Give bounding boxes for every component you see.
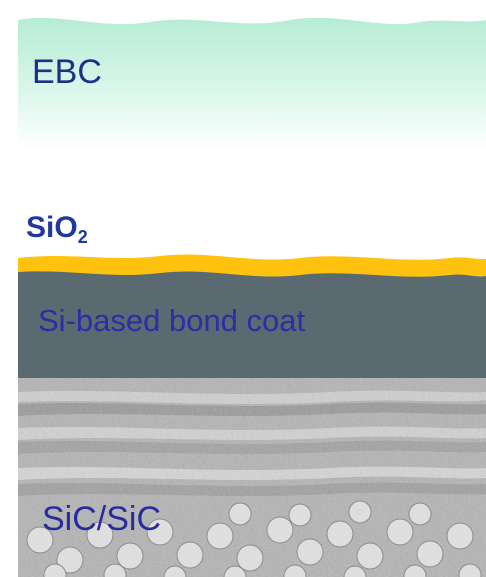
bond-coat-layer: [18, 269, 486, 383]
sic-sic-substrate: [18, 378, 486, 577]
sio2-label: SiO2: [26, 211, 88, 247]
sio2-label-subscript: 2: [77, 227, 88, 247]
bond-coat-label: Si-based bond coat: [38, 303, 306, 338]
ebc-label: EBC: [32, 53, 102, 91]
sio2-layer: [18, 254, 486, 277]
sic-sic-label: SiC/SiC: [42, 500, 162, 538]
ebc-layer: [18, 17, 486, 150]
sio2-label-base: SiO: [26, 211, 78, 244]
